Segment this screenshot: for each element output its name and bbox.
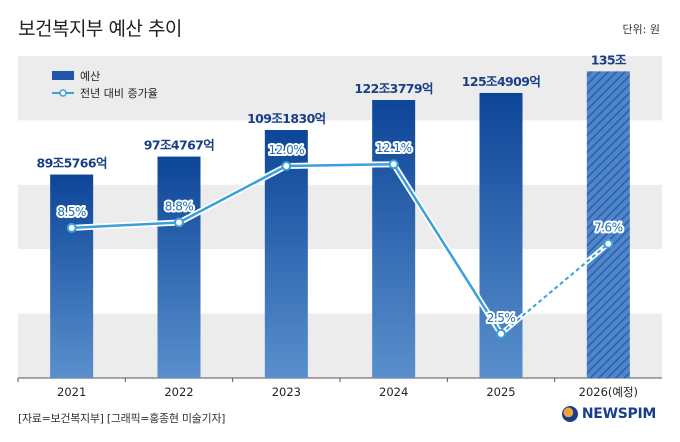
bar — [50, 174, 94, 378]
grid-band — [18, 249, 662, 314]
line-value-label-halo: 12.0% — [269, 143, 305, 157]
line-point — [281, 161, 292, 171]
legend-label-bar: 예산 — [80, 70, 100, 83]
source-credit: [자료=보건복지부] [그래픽=홍종현 미술기자] — [18, 412, 226, 425]
x-tick-label: 2025 — [486, 385, 515, 399]
brand-logo: NEWSPIM — [561, 406, 656, 422]
line-value-label: 12.0% — [269, 143, 305, 157]
line-value-label: 7.6% — [594, 221, 623, 235]
bar-value-label: 89조5766억 — [36, 156, 106, 171]
grid-band — [18, 313, 662, 378]
chart-title: 보건복지부 예산 추이 — [18, 18, 182, 40]
legend-swatch-point — [59, 89, 67, 97]
line-point — [496, 328, 506, 339]
brand-name: NEWSPIM — [581, 406, 656, 422]
bar-value-label: 135조 — [591, 52, 627, 67]
line-path-projected — [500, 242, 609, 335]
background-bands — [18, 56, 662, 379]
bar-value-label: 122조3779억 — [354, 81, 433, 96]
bar-value-label: 125조4909억 — [462, 74, 541, 89]
grid-band — [18, 56, 662, 121]
legend-label-line: 전년 대비 증가율 — [80, 87, 158, 100]
line-value-label: 8.5% — [57, 205, 86, 219]
line-value-label: 8.8% — [165, 200, 194, 214]
bar-value-label: 97조4767억 — [144, 138, 214, 153]
line-value-label: 2.5% — [487, 311, 516, 325]
x-tick-label: 2026(예정) — [579, 385, 638, 399]
x-tick-label: 2023 — [272, 385, 301, 399]
line-value-label: 12.1% — [376, 141, 412, 155]
line-point — [603, 238, 614, 249]
line-series: 8.5%8.5% 8.8%8.8%12.0%12.0% 12.1%12.1%2.5%… — [55, 139, 625, 339]
bar — [372, 100, 416, 378]
grid-band — [18, 184, 662, 250]
bar-projected — [586, 71, 630, 378]
line-value-label-halo: 8.8% — [165, 200, 194, 214]
x-tick-label: 2021 — [57, 385, 86, 399]
x-tick-label: 2024 — [379, 385, 408, 399]
line-value-label-halo: 7.6% — [594, 221, 623, 235]
line-value-label-halo: 12.1% — [376, 141, 412, 155]
line-point — [174, 217, 184, 228]
legend-swatch-bar — [52, 71, 74, 80]
bar-value-label: 109조1830억 — [247, 111, 326, 126]
line-value-label-halo: 2.5% — [487, 311, 516, 325]
line-point — [388, 159, 399, 170]
bar — [157, 156, 201, 378]
x-axis: 2021 2022 2023 2024 2025 2026(예정) — [17, 378, 638, 399]
x-tick-label: 2022 — [164, 385, 193, 399]
line-value-label-halo: 8.5% — [57, 205, 86, 219]
bar-series — [50, 71, 630, 378]
unit-label: 단위: 원 — [622, 23, 660, 36]
bar-value-labels: 89조5766억 97조4767억 109조1830억 122조3779억 125조49… — [36, 52, 627, 170]
brand-mark-icon — [561, 406, 578, 422]
grid-band — [18, 120, 662, 185]
line-point — [66, 222, 77, 233]
